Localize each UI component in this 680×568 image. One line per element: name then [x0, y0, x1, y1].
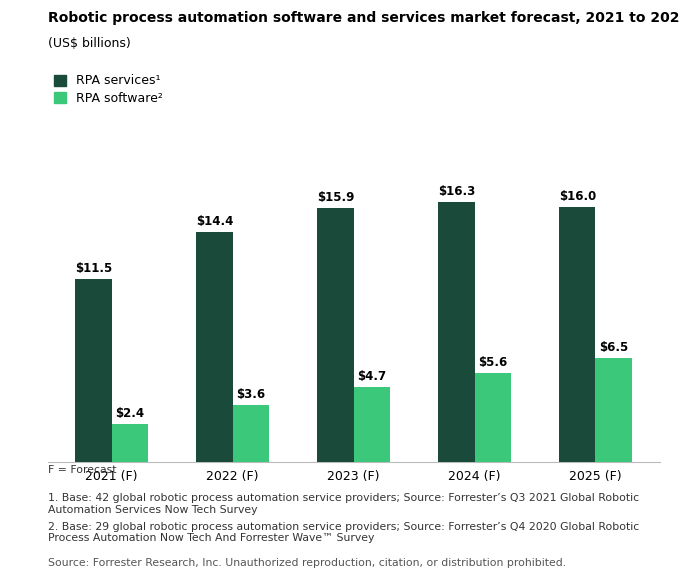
- Text: 1. Base: 42 global robotic process automation service providers; Source: Forrest: 1. Base: 42 global robotic process autom…: [48, 493, 639, 515]
- Text: $2.4: $2.4: [116, 407, 144, 420]
- Bar: [475, 373, 511, 462]
- Text: 2. Base: 29 global robotic process automation service providers; Source: Forrest: 2. Base: 29 global robotic process autom…: [48, 521, 639, 543]
- Text: $15.9: $15.9: [317, 191, 354, 204]
- Bar: [318, 208, 354, 462]
- Text: $16.0: $16.0: [559, 190, 596, 203]
- Bar: [596, 358, 632, 462]
- Legend: RPA services¹, RPA software²: RPA services¹, RPA software²: [54, 74, 163, 105]
- Bar: [439, 202, 475, 462]
- Text: $3.6: $3.6: [236, 387, 265, 400]
- Text: F = Forecast: F = Forecast: [48, 465, 116, 475]
- Bar: [197, 232, 233, 462]
- Bar: [112, 424, 148, 462]
- Text: $6.5: $6.5: [599, 341, 628, 354]
- Text: Robotic process automation software and services market forecast, 2021 to 2025: Robotic process automation software and …: [48, 11, 680, 26]
- Text: $11.5: $11.5: [75, 262, 112, 275]
- Text: (US$ billions): (US$ billions): [48, 37, 131, 50]
- Text: $4.7: $4.7: [357, 370, 386, 383]
- Text: $16.3: $16.3: [438, 185, 475, 198]
- Bar: [559, 207, 596, 462]
- Bar: [354, 387, 390, 462]
- Bar: [233, 404, 269, 462]
- Bar: [75, 279, 112, 462]
- Text: $5.6: $5.6: [478, 356, 507, 369]
- Text: Source: Forrester Research, Inc. Unauthorized reproduction, citation, or distrib: Source: Forrester Research, Inc. Unautho…: [48, 558, 566, 567]
- Text: $14.4: $14.4: [196, 215, 233, 228]
